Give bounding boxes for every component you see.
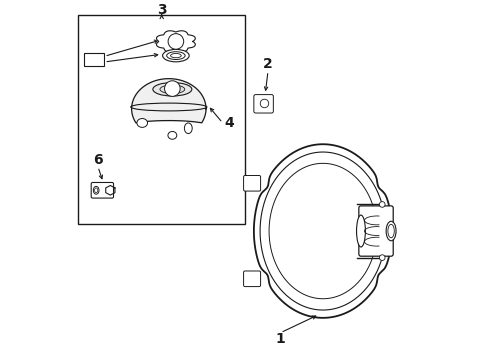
Bar (84, 53, 104, 66)
Ellipse shape (357, 215, 366, 247)
Circle shape (260, 99, 269, 108)
Polygon shape (254, 144, 392, 318)
Circle shape (165, 81, 180, 96)
Polygon shape (156, 31, 196, 52)
FancyBboxPatch shape (254, 95, 273, 113)
Ellipse shape (168, 131, 177, 139)
Ellipse shape (167, 52, 185, 59)
Ellipse shape (184, 123, 192, 134)
Polygon shape (132, 78, 206, 123)
Ellipse shape (388, 224, 394, 238)
Text: 4: 4 (224, 116, 234, 130)
Circle shape (379, 255, 385, 260)
Ellipse shape (171, 54, 181, 58)
Ellipse shape (137, 118, 147, 127)
FancyBboxPatch shape (91, 183, 114, 198)
Text: 3: 3 (157, 3, 167, 17)
Text: 6: 6 (93, 153, 103, 167)
Ellipse shape (163, 49, 189, 62)
FancyBboxPatch shape (244, 271, 261, 287)
FancyBboxPatch shape (244, 175, 261, 191)
Ellipse shape (153, 82, 192, 96)
Ellipse shape (386, 221, 396, 241)
Text: 2: 2 (263, 58, 273, 72)
Circle shape (379, 202, 385, 207)
Text: 5: 5 (90, 53, 99, 66)
Bar (78, 15, 245, 224)
Ellipse shape (93, 186, 99, 194)
Text: 1: 1 (275, 332, 285, 346)
Ellipse shape (95, 188, 98, 193)
Circle shape (168, 33, 184, 49)
FancyBboxPatch shape (359, 206, 393, 256)
Ellipse shape (160, 85, 185, 94)
